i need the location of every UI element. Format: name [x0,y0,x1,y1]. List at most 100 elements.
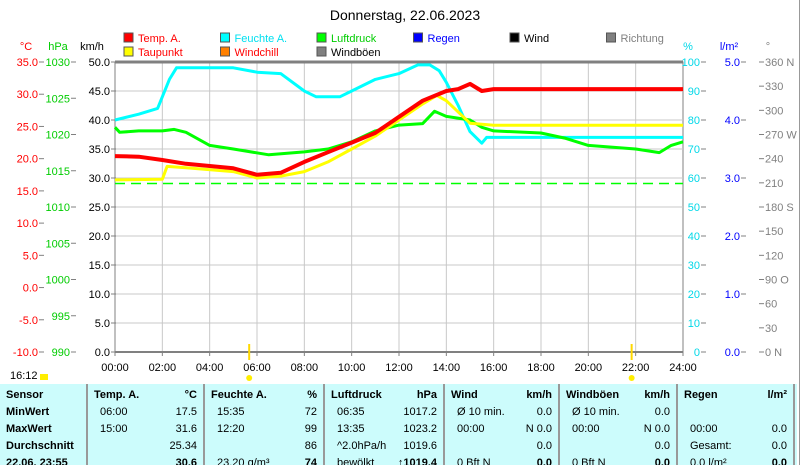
axis-tick-hum: 90 [688,86,700,98]
cell-value: 74 [304,457,317,465]
axis-tick-dir: 330 [765,81,783,93]
axis-tick-dir: 270 W [765,130,797,142]
column-unit: % [307,389,317,401]
axis-tick-hum: 20 [688,289,700,301]
column-header: Regen [684,389,718,401]
cell-label: Durchschnitt [6,440,74,452]
axis-tick-hum: 0 [694,347,700,359]
legend-label: Luftdruck [331,33,377,45]
axis-tick-wind: 15.0 [89,260,110,272]
legend-swatch [509,32,520,43]
axis-tick-dir: 0 N [765,347,782,359]
legend-swatch [220,32,230,43]
axis-tick-dir: 150 [765,226,783,238]
legend-swatch [606,32,616,43]
axis-tick-temp: 15.0 [17,186,38,198]
legend-label: Windchill [235,47,279,59]
axis-label-hum: % [683,41,693,53]
series-feuchte-a- [114,63,683,145]
cell-value: N 0.0 [643,423,670,435]
column-header: Windböen [566,389,620,401]
column-unit: km/h [644,389,670,401]
cell-label: 0 Bft N [457,457,491,465]
table-row: 13:35 1023.2 [325,421,443,438]
cell-value: 0.0 [771,423,787,435]
axis-label-press: hPa [48,41,68,53]
axis-tick-wind: 25.0 [89,202,110,214]
table-row: 00:00 0.0 [678,421,793,438]
table-row: bewölkt ↑1019.4 [325,455,443,465]
axis-tick-rain: 4.0 [725,115,740,127]
cell-value: 0.0 [536,406,552,418]
cell-value: 99 [304,423,317,435]
axis-tick-press: 1030 [46,57,70,69]
cell-label: 00:00 [457,423,485,435]
axis-tick-temp: 0.0 [23,283,38,295]
cell-value: 0.0 [771,440,787,452]
axis-label-temp: °C [20,41,32,53]
x-tick-label: 00:00 [101,362,129,374]
table-row: Sensor [0,387,86,404]
axis-tick-temp: 20.0 [17,154,38,166]
axis-tick-wind: 45.0 [89,86,110,98]
axis-tick-wind: 0.0 [95,347,110,359]
x-tick-label: 24:00 [669,362,697,374]
axis-tick-press: 990 [52,347,70,359]
table-row: 0 Bft N 0.0 [560,455,676,465]
cell-value: 86 [304,440,317,452]
cell-label: 23.20 g/m³ [217,457,270,465]
table-row: 15:35 72 [205,404,323,421]
cell-value: 1019.6 [403,440,437,452]
axis-tick-press: 1010 [46,202,70,214]
cell-value: 0.0 [771,457,787,465]
axis-tick-dir: 30 [765,323,777,335]
axis-tick-temp: 30.0 [17,89,38,101]
axis-tick-hum: 80 [688,115,700,127]
current-time-marker [40,374,48,380]
axis-tick-hum: 70 [688,144,700,156]
table-row: Ø 10 min. 0.0 [560,404,676,421]
axis-tick-wind: 30.0 [89,173,110,185]
cell-label: 06:00 [100,406,128,418]
table-column: Regen l/m² 00:00 0.0 Gesamt: 0.0 0.0 l/m² 0.0 [678,384,795,465]
table-row: 0.0 [560,438,676,455]
axis-label-dir: ° [766,41,770,53]
current-time: 16:12 [10,370,38,382]
legend-swatch [413,32,423,43]
table-row: Durchschnitt [0,438,86,455]
axis-tick-press: 1005 [46,238,70,250]
table-row: Ø 10 min. 0.0 [445,404,558,421]
cell-value: 25.34 [169,440,197,452]
column-unit: hPa [416,389,437,401]
axis-tick-dir: 180 S [765,202,794,214]
axis-tick-wind: 50.0 [89,57,110,69]
x-tick-label: 16:00 [480,362,508,374]
x-tick-label: 20:00 [575,362,603,374]
axis-tick-dir: 90 O [765,275,789,287]
axis-tick-temp: -10.0 [13,347,38,359]
x-tick-label: 06:00 [243,362,271,374]
axis-tick-temp: 25.0 [17,121,38,133]
cell-label: 00:00 [572,423,600,435]
column-unit: km/h [526,389,552,401]
column-header: Wind [451,389,478,401]
table-row: 12:20 99 [205,421,323,438]
cell-label: MaxWert [6,423,52,435]
cell-value: 0.0 [654,406,670,418]
chart-title: Donnerstag, 22.06.2023 [330,7,480,23]
cell-label: 15:35 [217,406,245,418]
table-row: Wind km/h [445,387,558,404]
table-row: 06:35 1017.2 [325,404,443,421]
table-row: 86 [205,438,323,455]
axis-label-rain: l/m² [720,41,739,53]
x-tick-label: 12:00 [385,362,413,374]
table-row: 30.6 [88,455,203,465]
cell-value: 0.0 [536,440,552,452]
cell-label: 15:00 [100,423,128,435]
table-row: 0.0 [445,438,558,455]
cell-value: 0.0 [654,457,670,465]
legend-swatch [220,46,230,57]
cell-value: 72 [304,406,317,418]
table-row: 00:00 N 0.0 [445,421,558,438]
cell-value: ↑1019.4 [397,457,437,465]
